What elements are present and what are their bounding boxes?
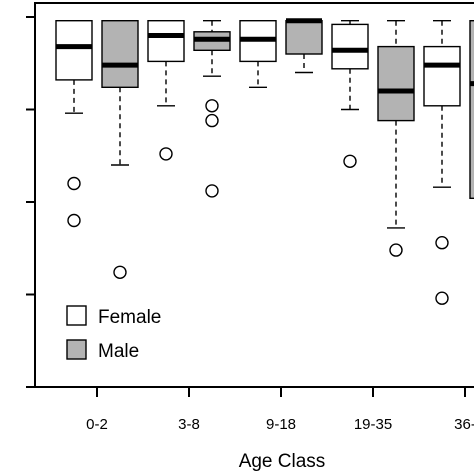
outlier-0 xyxy=(389,243,403,257)
outlier-0 xyxy=(205,99,219,113)
x-tick-label-0-2: 0-2 xyxy=(86,416,108,433)
legend-label-male: Male xyxy=(98,341,139,362)
box-body xyxy=(55,20,93,81)
box-body xyxy=(469,20,474,200)
outlier-1 xyxy=(205,113,219,128)
box-male-9-18 xyxy=(285,18,323,74)
outlier-0 xyxy=(435,235,449,250)
outlier-0 xyxy=(67,176,81,191)
box-female-3-8 xyxy=(147,20,185,161)
outlier-2 xyxy=(205,184,219,198)
x-axis: 0-2 3-8 9-18 19-35 36- xyxy=(86,387,474,433)
legend: Female Male xyxy=(66,305,161,362)
x-tick-label-9-18: 9-18 xyxy=(266,416,296,433)
box-male-19-35 xyxy=(377,20,415,257)
legend-label-female: Female xyxy=(98,307,161,328)
x-tick-label-19-35: 19-35 xyxy=(354,416,392,433)
legend-swatch-male xyxy=(66,339,87,360)
x-tick-label-36-: 36- xyxy=(454,416,474,433)
x-tick-label-3-8: 3-8 xyxy=(178,416,200,433)
box-body xyxy=(101,20,139,88)
box-body xyxy=(331,23,369,70)
x-axis-title: Age Class xyxy=(239,451,326,472)
outlier-0 xyxy=(113,265,127,279)
box-male-0-2 xyxy=(101,20,139,279)
outlier-0 xyxy=(159,147,173,161)
plot-area xyxy=(55,18,474,305)
box-female-9-18 xyxy=(239,20,277,89)
box-body xyxy=(147,20,185,63)
outlier-1 xyxy=(67,213,81,228)
box-male-3-8 xyxy=(193,20,231,198)
box-body xyxy=(377,45,415,122)
box-male-36- xyxy=(469,20,474,200)
box-body xyxy=(285,20,323,55)
box-female-0-2 xyxy=(55,20,93,228)
outlier-0 xyxy=(343,154,357,169)
box-body xyxy=(423,45,461,107)
legend-swatch-female xyxy=(66,305,87,326)
y-axis xyxy=(26,16,35,388)
box-female-36- xyxy=(423,20,461,305)
plot-frame xyxy=(34,2,474,388)
outlier-1 xyxy=(435,291,449,305)
box-female-19-35 xyxy=(331,20,369,169)
